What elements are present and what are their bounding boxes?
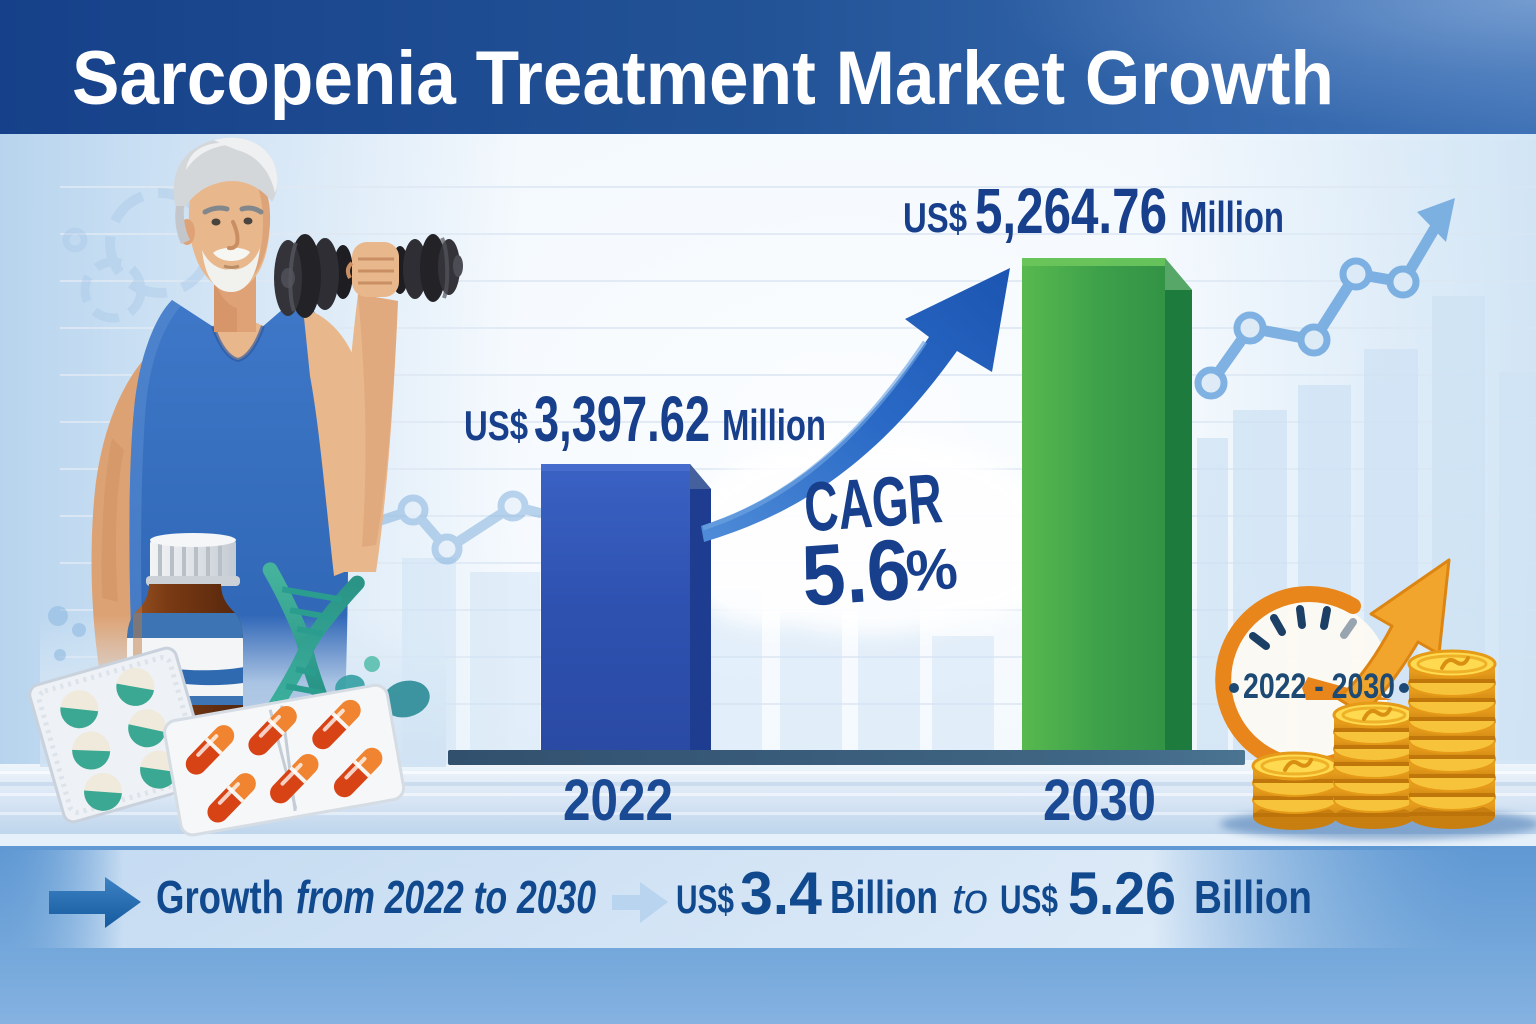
svg-text:%: % bbox=[904, 536, 960, 604]
svg-text:5,264.76: 5,264.76 bbox=[975, 175, 1167, 247]
svg-text:3,397.62: 3,397.62 bbox=[534, 383, 710, 455]
svg-text:Million: Million bbox=[1180, 193, 1284, 242]
svg-text:to: to bbox=[952, 875, 988, 922]
svg-text:US$: US$ bbox=[1000, 878, 1058, 922]
svg-text:2022 - 2030: 2022 - 2030 bbox=[1243, 667, 1395, 706]
svg-text:2030: 2030 bbox=[1043, 768, 1156, 833]
svg-text:5.26: 5.26 bbox=[1068, 860, 1176, 927]
svg-text:from 2022 to 2030: from 2022 to 2030 bbox=[296, 871, 596, 923]
svg-text:CAGR: CAGR bbox=[802, 459, 945, 546]
svg-text:Sarcopenia Treatment Market Gr: Sarcopenia Treatment Market Growth bbox=[72, 36, 1334, 121]
svg-text:5.6: 5.6 bbox=[799, 521, 913, 624]
svg-text:Growth: Growth bbox=[156, 871, 284, 923]
svg-text:US$: US$ bbox=[676, 878, 734, 922]
svg-text:US$: US$ bbox=[464, 402, 528, 449]
svg-text:Billion: Billion bbox=[830, 871, 938, 923]
svg-text:2022: 2022 bbox=[563, 768, 673, 833]
svg-text:Million: Million bbox=[722, 401, 826, 450]
svg-text:3.4: 3.4 bbox=[740, 860, 823, 927]
svg-text:Billion: Billion bbox=[1194, 871, 1312, 923]
svg-text:US$: US$ bbox=[903, 194, 967, 241]
